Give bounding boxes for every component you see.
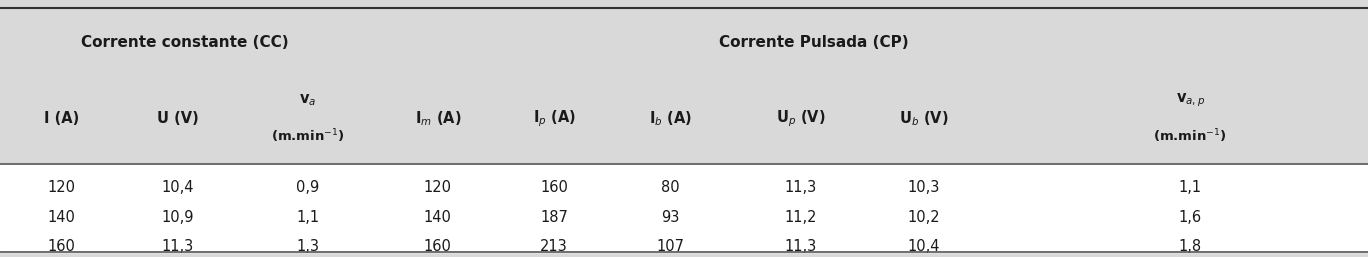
Text: 187: 187	[540, 210, 568, 225]
Text: 11,2: 11,2	[784, 210, 817, 225]
Text: I (A): I (A)	[44, 111, 79, 126]
Text: 11,3: 11,3	[784, 180, 817, 195]
Text: 140: 140	[48, 210, 75, 225]
Text: 10,9: 10,9	[161, 210, 194, 225]
Text: 1,3: 1,3	[297, 239, 319, 254]
Text: v$_a$: v$_a$	[300, 92, 316, 108]
Text: 1,6: 1,6	[1179, 210, 1201, 225]
Text: 160: 160	[48, 239, 75, 254]
Text: 93: 93	[661, 210, 680, 225]
Text: 1,1: 1,1	[1179, 180, 1201, 195]
Text: U (V): U (V)	[157, 111, 198, 126]
Text: 10,4: 10,4	[907, 239, 940, 254]
Text: 140: 140	[424, 210, 451, 225]
Text: v$_{a,p}$: v$_{a,p}$	[1175, 91, 1205, 109]
Text: Corrente constante (CC): Corrente constante (CC)	[81, 35, 289, 50]
Text: 0,9: 0,9	[297, 180, 319, 195]
Text: (m.min$^{-1}$): (m.min$^{-1}$)	[271, 127, 345, 145]
Text: 10,3: 10,3	[907, 180, 940, 195]
Text: 1,1: 1,1	[297, 210, 319, 225]
Text: Corrente Pulsada (CP): Corrente Pulsada (CP)	[720, 35, 908, 50]
Text: 10,2: 10,2	[907, 210, 940, 225]
Text: 160: 160	[424, 239, 451, 254]
Text: (m.min$^{-1}$): (m.min$^{-1}$)	[1153, 127, 1227, 145]
Text: 160: 160	[540, 180, 568, 195]
Text: 11,3: 11,3	[161, 239, 194, 254]
Text: 120: 120	[424, 180, 451, 195]
Bar	[0, 164, 1368, 252]
Text: 120: 120	[48, 180, 75, 195]
Text: U$_p$ (V): U$_p$ (V)	[776, 108, 825, 128]
Text: 10,4: 10,4	[161, 180, 194, 195]
Text: 11,3: 11,3	[784, 239, 817, 254]
Text: I$_p$ (A): I$_p$ (A)	[532, 108, 576, 128]
Text: 107: 107	[657, 239, 684, 254]
Text: 80: 80	[661, 180, 680, 195]
Bar	[0, 8, 1368, 164]
Text: I$_b$ (A): I$_b$ (A)	[648, 109, 692, 127]
Text: 1,8: 1,8	[1179, 239, 1201, 254]
Text: I$_m$ (A): I$_m$ (A)	[415, 109, 461, 127]
Text: U$_b$ (V): U$_b$ (V)	[899, 109, 948, 127]
Text: 213: 213	[540, 239, 568, 254]
